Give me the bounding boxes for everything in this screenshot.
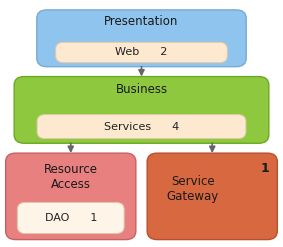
FancyBboxPatch shape — [37, 10, 246, 67]
Text: Business: Business — [115, 83, 168, 96]
Text: 1: 1 — [260, 162, 269, 175]
FancyBboxPatch shape — [14, 77, 269, 143]
Text: DAO      1: DAO 1 — [44, 213, 97, 223]
Text: Presentation: Presentation — [104, 15, 179, 28]
Text: Service
Gateway: Service Gateway — [167, 175, 219, 204]
FancyBboxPatch shape — [37, 115, 246, 139]
Text: Resource
Access: Resource Access — [44, 163, 98, 191]
FancyBboxPatch shape — [17, 203, 124, 234]
Text: Services      4: Services 4 — [104, 122, 179, 132]
FancyBboxPatch shape — [147, 153, 277, 240]
FancyBboxPatch shape — [6, 153, 136, 240]
FancyBboxPatch shape — [56, 42, 227, 63]
Text: Web      2: Web 2 — [115, 47, 168, 58]
